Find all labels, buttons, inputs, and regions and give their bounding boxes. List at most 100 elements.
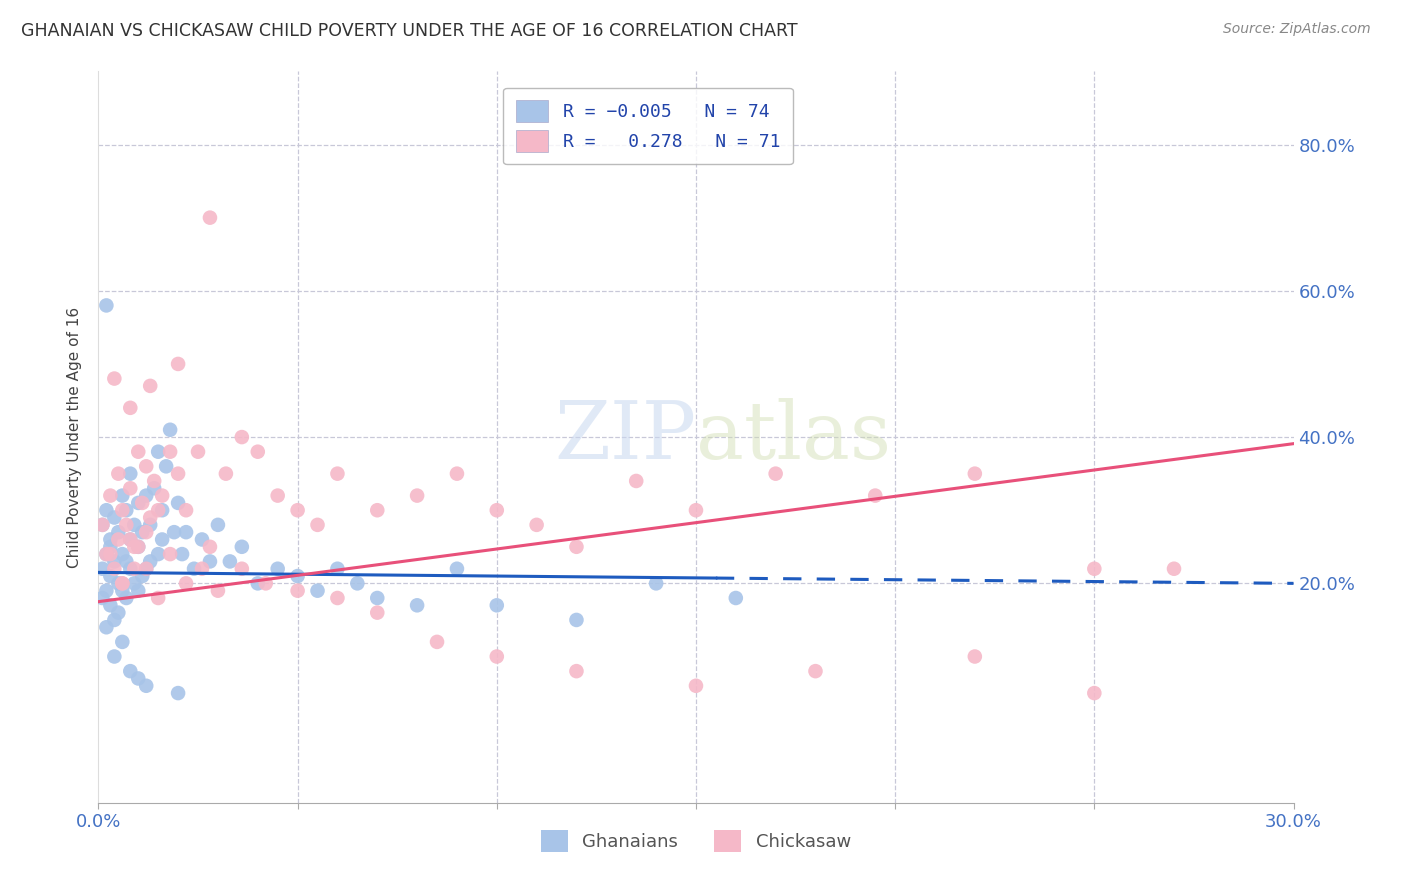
Point	[1163, 562, 1185, 576]
Point	[135, 562, 157, 576]
Legend: Ghanaians, Chickasaw: Ghanaians, Chickasaw	[534, 823, 858, 860]
Point	[159, 423, 181, 437]
Point	[159, 444, 181, 458]
Point	[148, 503, 170, 517]
Point	[131, 525, 153, 540]
Point	[120, 664, 142, 678]
Y-axis label: Child Poverty Under the Age of 16: Child Poverty Under the Age of 16	[67, 307, 83, 567]
Point	[127, 672, 149, 686]
Point	[174, 525, 197, 540]
Point	[326, 467, 349, 481]
Point	[150, 503, 173, 517]
Point	[148, 444, 170, 458]
Point	[191, 533, 214, 547]
Point	[963, 649, 986, 664]
Point	[127, 540, 149, 554]
Point	[267, 562, 290, 576]
Point	[98, 540, 122, 554]
Point	[103, 554, 125, 568]
Point	[307, 517, 329, 532]
Point	[103, 649, 125, 664]
Point	[167, 496, 190, 510]
Point	[685, 503, 707, 517]
Point	[98, 489, 122, 503]
Point	[446, 562, 468, 576]
Point	[103, 613, 125, 627]
Point	[150, 533, 173, 547]
Point	[143, 474, 166, 488]
Point	[135, 679, 157, 693]
Point	[326, 562, 349, 576]
Text: ZIP: ZIP	[554, 398, 696, 476]
Point	[163, 525, 186, 540]
Point	[645, 576, 668, 591]
Point	[685, 679, 707, 693]
Point	[111, 576, 134, 591]
Point	[174, 576, 197, 591]
Point	[139, 554, 162, 568]
Text: atlas: atlas	[696, 398, 891, 476]
Point	[131, 569, 153, 583]
Point	[865, 489, 887, 503]
Point	[91, 517, 114, 532]
Point	[135, 525, 157, 540]
Point	[107, 606, 129, 620]
Point	[127, 444, 149, 458]
Point	[107, 467, 129, 481]
Point	[120, 562, 142, 576]
Text: Source: ZipAtlas.com: Source: ZipAtlas.com	[1223, 22, 1371, 37]
Point	[963, 467, 986, 481]
Point	[485, 503, 508, 517]
Point	[765, 467, 787, 481]
Point	[127, 583, 149, 598]
Point	[111, 583, 134, 598]
Point	[287, 583, 309, 598]
Point	[124, 576, 146, 591]
Point	[191, 562, 214, 576]
Point	[231, 540, 253, 554]
Point	[167, 686, 190, 700]
Point	[96, 298, 118, 312]
Point	[124, 562, 146, 576]
Point	[219, 554, 242, 568]
Point	[115, 591, 138, 605]
Point	[96, 620, 118, 634]
Point	[187, 444, 209, 458]
Point	[111, 576, 134, 591]
Point	[91, 562, 114, 576]
Point	[366, 503, 388, 517]
Point	[246, 576, 269, 591]
Point	[103, 562, 125, 576]
Point	[98, 547, 122, 561]
Point	[804, 664, 827, 678]
Point	[287, 503, 309, 517]
Point	[446, 467, 468, 481]
Point	[246, 444, 269, 458]
Point	[96, 503, 118, 517]
Point	[724, 591, 747, 605]
Point	[135, 562, 157, 576]
Point	[96, 583, 118, 598]
Point	[254, 576, 277, 591]
Point	[115, 517, 138, 532]
Point	[148, 547, 170, 561]
Point	[231, 562, 253, 576]
Point	[96, 547, 118, 561]
Point	[115, 554, 138, 568]
Point	[148, 591, 170, 605]
Point	[107, 525, 129, 540]
Point	[485, 649, 508, 664]
Point	[167, 357, 190, 371]
Point	[98, 569, 122, 583]
Text: GHANAIAN VS CHICKASAW CHILD POVERTY UNDER THE AGE OF 16 CORRELATION CHART: GHANAIAN VS CHICKASAW CHILD POVERTY UNDE…	[21, 22, 797, 40]
Point	[406, 599, 429, 613]
Point	[127, 496, 149, 510]
Point	[1083, 562, 1105, 576]
Point	[124, 540, 146, 554]
Point	[565, 613, 588, 627]
Point	[159, 547, 181, 561]
Point	[103, 510, 125, 524]
Point	[127, 540, 149, 554]
Point	[98, 533, 122, 547]
Point	[150, 489, 173, 503]
